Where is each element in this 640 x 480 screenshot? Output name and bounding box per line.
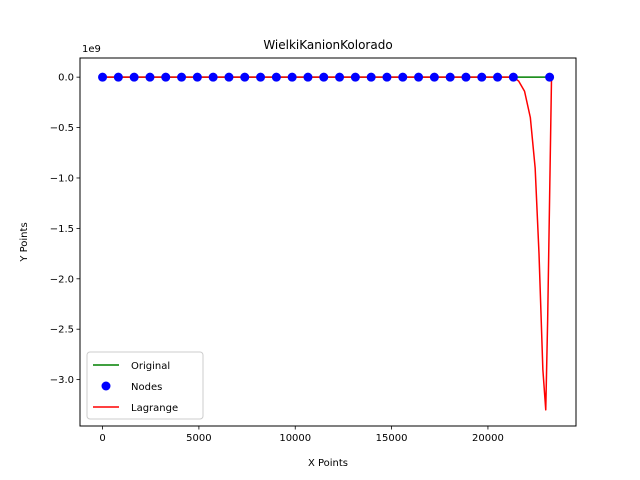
legend-original-label: Original <box>131 361 170 372</box>
legend-nodes-swatch <box>101 381 111 391</box>
y-tick-label: 0.0 <box>58 73 74 84</box>
x-tick-label: 15000 <box>376 433 408 444</box>
series-nodes-point <box>545 72 555 82</box>
y-tick-label: −3.0 <box>50 375 74 386</box>
series-nodes-point <box>414 72 424 82</box>
y-tick-label: −2.0 <box>50 274 74 285</box>
legend-nodes-label: Nodes <box>131 382 162 393</box>
chart-title: WielkiKanionKolorado <box>263 38 392 52</box>
legend: Original Nodes Lagrange <box>86 351 204 420</box>
x-tick-label: 20000 <box>472 433 504 444</box>
series-nodes-point <box>477 72 487 82</box>
series-nodes-point <box>129 72 139 82</box>
series-nodes-point <box>319 72 329 82</box>
series-nodes-point <box>224 72 234 82</box>
x-axis-ticks: 0 5000 10000 15000 20000 <box>99 426 504 444</box>
series-nodes-point <box>493 72 503 82</box>
series-nodes-point <box>271 72 281 82</box>
x-tick-label: 0 <box>99 433 105 444</box>
series-nodes-point <box>508 72 518 82</box>
series-nodes-point <box>461 72 471 82</box>
series-nodes-point <box>287 72 297 82</box>
series-nodes-point <box>113 72 123 82</box>
series-nodes-point <box>192 72 202 82</box>
series-nodes-point <box>445 72 455 82</box>
plot-frame <box>79 57 577 427</box>
series-nodes-point <box>398 72 408 82</box>
y-axis-ticks: 0.0 −0.5 −1.0 −1.5 −2.0 −2.5 −3.0 <box>50 73 80 386</box>
y-tick-label: −2.5 <box>50 325 74 336</box>
series-nodes-point <box>145 72 155 82</box>
series-nodes-point <box>382 72 392 82</box>
x-axis-label: X Points <box>308 458 348 469</box>
series-nodes-point <box>366 72 376 82</box>
y-tick-label: −1.5 <box>50 224 74 235</box>
series-nodes-point <box>240 72 250 82</box>
series-nodes-point <box>208 72 218 82</box>
y-axis-label: Y Points <box>19 222 30 262</box>
series-nodes-point <box>98 72 108 82</box>
legend-lagrange-label: Lagrange <box>131 403 178 414</box>
series-nodes-point <box>256 72 266 82</box>
series-nodes-point <box>335 72 345 82</box>
series-nodes-point <box>429 72 439 82</box>
legend-box <box>86 351 204 420</box>
y-offset-label: 1e9 <box>82 44 101 55</box>
series-nodes-point <box>177 72 187 82</box>
series-nodes-point <box>303 72 313 82</box>
x-tick-label: 5000 <box>186 433 211 444</box>
series-nodes-point <box>161 72 171 82</box>
y-tick-label: −1.0 <box>50 173 74 184</box>
x-tick-label: 10000 <box>279 433 311 444</box>
y-tick-label: −0.5 <box>50 123 74 134</box>
series-nodes-point <box>350 72 360 82</box>
series-layer <box>98 72 555 411</box>
